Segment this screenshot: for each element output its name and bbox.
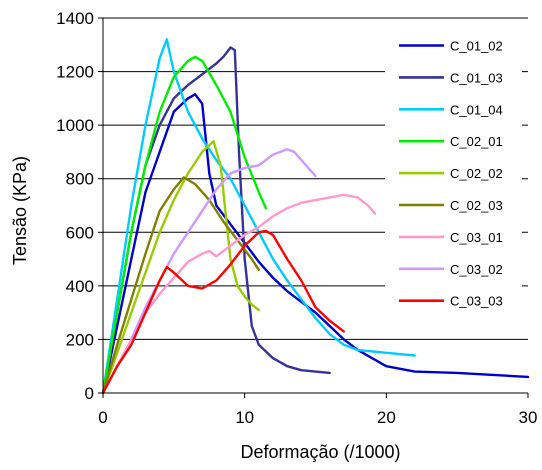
x-tick-label: 0 xyxy=(98,408,107,427)
legend-label: C_01_04 xyxy=(450,102,503,117)
legend-label: C_02_01 xyxy=(450,134,503,149)
series-line xyxy=(101,139,260,395)
y-tick-label: 1000 xyxy=(56,116,94,135)
x-tick-label: 20 xyxy=(377,408,396,427)
y-tick-label: 1400 xyxy=(56,9,94,28)
y-tick-label: 400 xyxy=(66,277,94,296)
x-tick-labels: 0 10 20 30 xyxy=(98,408,537,427)
series-lines xyxy=(101,38,530,395)
series-line xyxy=(101,46,331,395)
legend-label: C_02_03 xyxy=(450,198,503,213)
series-line xyxy=(101,55,268,395)
axes xyxy=(98,17,529,398)
y-tick-label: 600 xyxy=(66,223,94,242)
legend-label: C_03_01 xyxy=(450,230,503,245)
series-line xyxy=(101,229,345,395)
x-tick-label: 10 xyxy=(235,408,254,427)
legend-label: C_01_03 xyxy=(450,70,503,85)
x-tick-label: 30 xyxy=(519,408,538,427)
series-line xyxy=(101,38,416,395)
y-tick-label: 200 xyxy=(66,330,94,349)
y-tick-labels: 0 200 400 600 800 1000 1200 1400 xyxy=(56,9,94,403)
legend-label: C_03_02 xyxy=(450,262,503,277)
y-tick-label: 800 xyxy=(66,170,94,189)
y-axis-title: Tensão (KPa) xyxy=(10,156,30,265)
y-tick-label: 0 xyxy=(85,384,94,403)
y-tick-label: 1200 xyxy=(56,63,94,82)
series-line xyxy=(101,193,377,395)
x-axis-title: Deformação (/1000) xyxy=(240,442,400,462)
legend-label: C_02_02 xyxy=(450,166,503,181)
legend: C_01_02 C_01_03 C_01_04 C_02_01 C_02_02 C_02_… xyxy=(385,30,522,322)
series-line xyxy=(130,148,317,341)
legend-label: C_01_02 xyxy=(450,39,503,54)
legend-label: C_03_03 xyxy=(450,294,503,309)
series-line xyxy=(101,93,530,395)
